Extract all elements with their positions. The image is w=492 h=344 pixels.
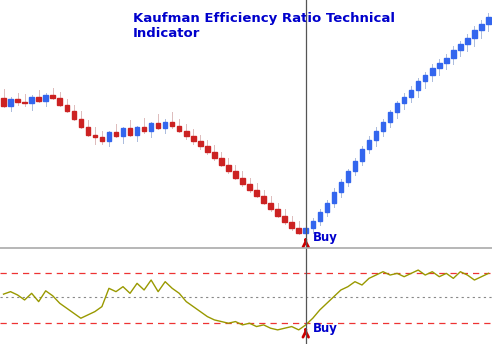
Bar <box>395 103 400 112</box>
Bar <box>15 99 20 102</box>
Bar <box>451 50 456 57</box>
Bar <box>254 190 259 196</box>
Bar <box>163 122 167 128</box>
Bar <box>472 30 477 38</box>
Bar <box>353 161 357 171</box>
Bar <box>58 98 62 105</box>
Bar <box>325 203 329 212</box>
Bar <box>226 165 231 171</box>
Bar <box>332 192 336 203</box>
Bar <box>51 95 55 98</box>
Bar <box>121 128 125 136</box>
Bar <box>240 178 245 184</box>
Bar <box>205 147 210 152</box>
Bar <box>43 95 48 101</box>
Bar <box>374 131 378 140</box>
Bar <box>402 97 406 103</box>
Text: Kaufman Efficiency Ratio Technical
Indicator: Kaufman Efficiency Ratio Technical Indic… <box>133 12 395 41</box>
Bar <box>212 152 216 158</box>
Bar <box>310 221 315 227</box>
Bar <box>282 216 287 222</box>
Bar <box>367 140 371 149</box>
Bar <box>346 171 350 182</box>
Bar <box>170 122 175 126</box>
Bar <box>360 149 364 161</box>
Bar <box>30 97 34 103</box>
Bar <box>22 102 27 103</box>
Bar <box>444 57 449 63</box>
Bar <box>219 158 224 165</box>
Bar <box>233 171 238 178</box>
Bar <box>8 99 13 106</box>
Bar <box>247 184 252 190</box>
Bar <box>261 196 266 203</box>
Bar <box>381 122 385 131</box>
Bar <box>289 222 294 227</box>
Bar <box>1 98 6 106</box>
Bar <box>268 203 273 209</box>
Bar <box>198 141 203 147</box>
Bar <box>430 68 434 75</box>
Bar <box>191 136 195 141</box>
Text: Buy: Buy <box>313 322 338 334</box>
Bar <box>317 212 322 221</box>
Bar <box>128 128 132 135</box>
Bar <box>92 135 97 137</box>
Bar <box>100 137 104 141</box>
Bar <box>142 127 146 131</box>
Bar <box>86 127 90 135</box>
Bar <box>135 127 139 135</box>
Bar <box>437 63 441 68</box>
Bar <box>156 123 160 128</box>
Bar <box>297 227 301 233</box>
Bar <box>64 105 69 111</box>
Bar <box>416 81 421 90</box>
Text: Buy: Buy <box>313 231 338 244</box>
Bar <box>71 111 76 119</box>
Bar <box>177 126 182 131</box>
Bar <box>465 38 470 44</box>
Bar <box>184 131 188 136</box>
Bar <box>36 97 41 101</box>
Bar <box>114 132 118 136</box>
Bar <box>486 17 491 23</box>
Bar <box>107 132 111 141</box>
Bar <box>304 227 308 233</box>
Bar <box>149 123 154 131</box>
Bar <box>479 23 484 30</box>
Bar <box>458 44 462 50</box>
Bar <box>79 119 83 127</box>
Bar <box>276 209 280 216</box>
Bar <box>338 182 343 192</box>
Bar <box>388 112 392 122</box>
Bar <box>409 90 413 97</box>
Bar <box>423 75 428 81</box>
